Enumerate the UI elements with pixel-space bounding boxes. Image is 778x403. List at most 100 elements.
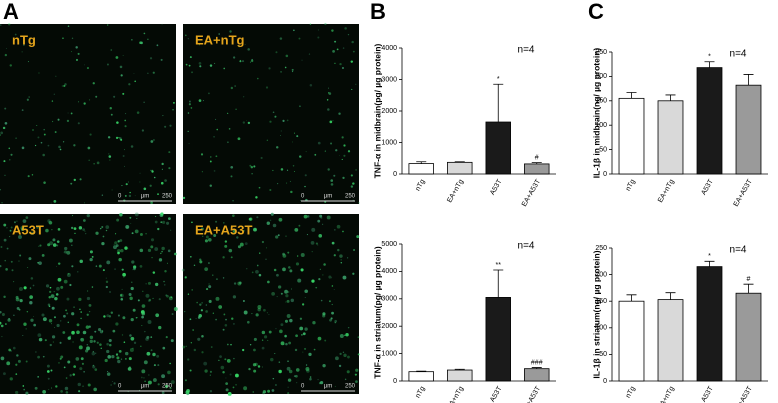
fluorescence-dot <box>21 109 24 112</box>
fluorescence-dot <box>255 196 258 199</box>
fluorescence-dot <box>301 334 303 336</box>
significance-mark: * <box>708 54 711 61</box>
fluorescence-dot <box>160 58 163 61</box>
fluorescence-dot <box>243 386 248 391</box>
fluorescence-dot <box>213 234 217 237</box>
bar <box>696 266 723 382</box>
scale-label: 250 <box>345 384 356 390</box>
fluorescence-dot <box>286 119 289 122</box>
fluorescence-dot <box>84 64 86 66</box>
fluorescence-dot <box>130 145 134 148</box>
fluorescence-dot <box>334 321 336 324</box>
scale-label: µm <box>324 194 332 200</box>
fluorescence-dot <box>81 362 84 365</box>
fluorescence-dot <box>70 226 74 230</box>
fluorescence-dot <box>76 323 80 327</box>
fluorescence-dot <box>150 140 154 143</box>
fluorescence-dot <box>0 131 4 135</box>
fluorescence-dot <box>4 259 6 262</box>
fluorescence-dot <box>215 118 217 120</box>
fluorescence-dot <box>157 383 160 386</box>
image-label: A53T <box>12 222 44 237</box>
fluorescence-dot <box>210 156 212 158</box>
fluorescence-dot <box>125 183 128 186</box>
fluorescence-dot <box>73 178 76 182</box>
fluorescence-dot <box>327 168 330 171</box>
fluorescence-dot <box>331 241 335 245</box>
fluorescence-dot <box>22 219 27 223</box>
fluorescence-dot <box>334 385 336 387</box>
fluorescence-dot <box>142 290 144 292</box>
fluorescence-dot <box>113 95 116 98</box>
fluorescence-dot <box>253 348 256 352</box>
fluorescence-dot <box>346 370 350 374</box>
fluorescence-dot <box>59 341 62 344</box>
fluorescence-dot <box>284 66 287 69</box>
fluorescence-dot <box>256 264 259 267</box>
bar <box>524 368 550 382</box>
fluorescence-dot <box>105 225 110 229</box>
fluorescence-dot <box>149 184 152 187</box>
fluorescence-dot <box>72 341 74 343</box>
fluorescence-dot <box>326 99 329 101</box>
fluorescence-dot <box>287 291 290 293</box>
fluorescence-dot <box>84 230 86 232</box>
fluorescence-dot <box>42 153 45 157</box>
fluorescence-dot <box>229 373 232 376</box>
fluorescence-dot <box>230 175 233 178</box>
bar <box>447 369 473 382</box>
fluorescence-dot <box>289 180 291 182</box>
fluorescence-dot <box>170 339 174 343</box>
fluorescence-dot <box>101 194 104 196</box>
fluorescence-dot <box>105 285 108 289</box>
fluorescence-dot <box>21 146 25 150</box>
fluorescence-dot <box>331 277 333 279</box>
fluorescence-dot <box>136 218 138 219</box>
fluorescence-dot <box>99 343 102 346</box>
fluorescence-dot <box>41 253 45 257</box>
fluorescence-dot <box>208 285 212 289</box>
fluorescence-dot <box>155 313 160 318</box>
fluorescence-dot <box>329 300 331 303</box>
error-bar <box>704 61 715 68</box>
fluorescence-dot <box>299 155 302 158</box>
fluorescence-dot <box>85 349 89 353</box>
fluorescence-dot <box>330 142 333 145</box>
fluorescence-dot <box>143 101 145 103</box>
x-tick-label: EA+A53T <box>733 385 755 403</box>
fluorescence-dot <box>223 313 226 316</box>
fluorescence-dot <box>88 303 92 307</box>
fluorescence-dot <box>86 313 89 316</box>
fluorescence-dot <box>339 62 342 66</box>
fluorescence-dot <box>271 291 275 296</box>
fluorescence-dot <box>152 352 156 357</box>
fluorescence-dot <box>235 108 237 110</box>
fluorescence-dot <box>335 356 339 361</box>
fluorescence-dot <box>153 364 156 367</box>
y-tick-label: 4000 <box>381 45 397 52</box>
fluorescence-dot <box>224 240 228 243</box>
fluorescence-dot <box>215 155 218 158</box>
fluorescence-dot <box>332 120 334 122</box>
fluorescence-dot <box>65 309 68 312</box>
bar <box>524 163 550 175</box>
fluorescence-dot <box>328 92 330 94</box>
fluorescence-dot <box>47 243 51 247</box>
y-tick-label: 0 <box>393 171 397 178</box>
fluorescence-dot <box>292 165 295 167</box>
fluorescence-dot <box>107 370 109 373</box>
fluorescence-dot <box>209 184 212 187</box>
fluorescence-dot <box>251 271 254 274</box>
fluorescence-dot <box>49 343 52 347</box>
fluorescence-dot <box>66 273 71 278</box>
fluorescence-dot <box>121 288 123 290</box>
fluorescence-dot <box>266 247 268 249</box>
fluorescence-dot <box>57 262 61 265</box>
fluorescence-dot <box>71 312 75 316</box>
fluorescence-dot <box>107 136 111 139</box>
fluorescence-dot <box>350 60 354 63</box>
fluorescence-dot <box>30 318 34 322</box>
fluorescence-dot <box>78 101 80 103</box>
fluorescence-dot <box>342 47 345 49</box>
fluorescence-dot <box>108 339 112 343</box>
